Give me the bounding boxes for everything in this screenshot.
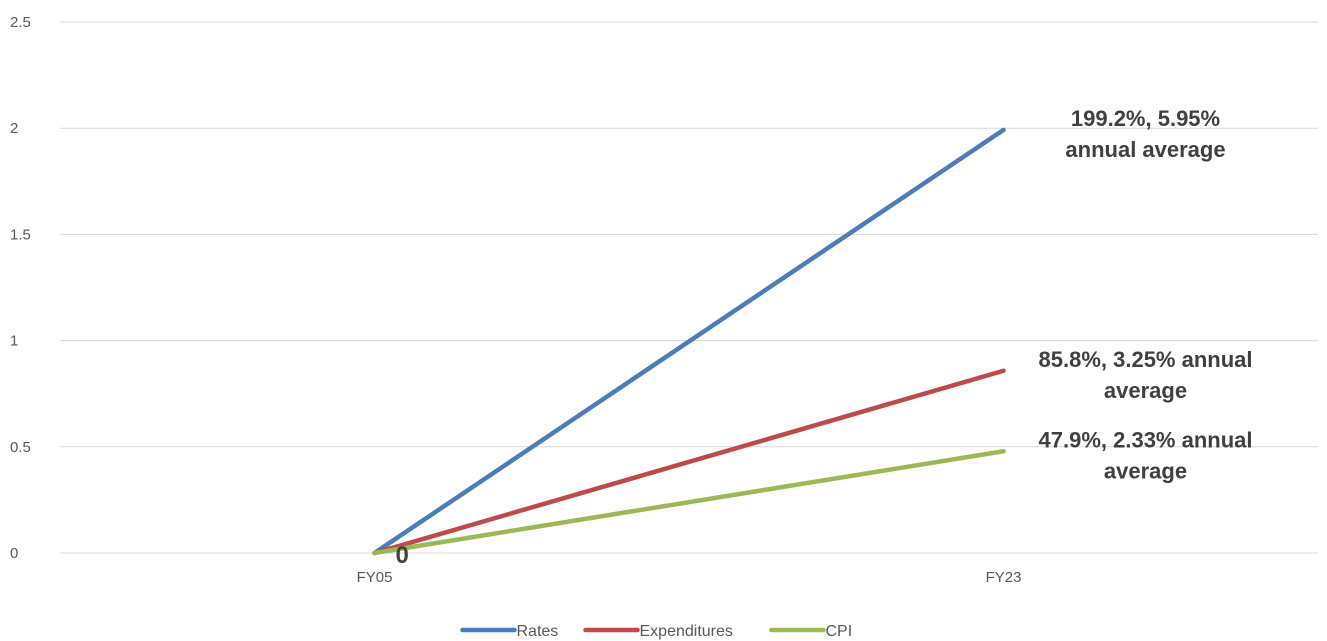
legend-label-expenditures: Expenditures <box>640 623 733 640</box>
y-tick-label: 2.5 <box>10 14 31 31</box>
y-tick-label: 2 <box>10 120 18 137</box>
data-label-start: 0 <box>396 542 409 569</box>
y-axis-ticks: 0 0.5 1 1.5 2 2.5 <box>10 14 31 562</box>
series-line-cpi <box>372 449 1006 556</box>
y-tick-label: 1 <box>10 333 18 350</box>
data-labels: 199.2%, 5.95% annual average 85.8%, 3.25% … <box>396 106 1253 569</box>
legend-label-cpi: CPI <box>826 623 853 640</box>
y-tick-label: 0.5 <box>10 439 31 456</box>
data-label-rates: 199.2%, 5.95% annual average <box>1065 106 1225 162</box>
legend-label-rates: Rates <box>517 623 559 640</box>
data-label-expenditures: 85.8%, 3.25% annual average <box>1039 347 1253 403</box>
series-lines <box>372 127 1006 556</box>
x-tick-label: FY05 <box>357 569 393 586</box>
y-tick-label: 1.5 <box>10 226 31 243</box>
y-tick-label: 0 <box>10 545 18 562</box>
x-tick-label: FY23 <box>986 569 1022 586</box>
legend: Rates Expenditures CPI <box>460 623 853 640</box>
series-line-rates <box>372 127 1006 556</box>
data-label-cpi: 47.9%, 2.33% annual average <box>1039 427 1253 483</box>
series-line-expenditures <box>372 368 1006 556</box>
x-axis-ticks: FY05 FY23 <box>357 569 1022 586</box>
